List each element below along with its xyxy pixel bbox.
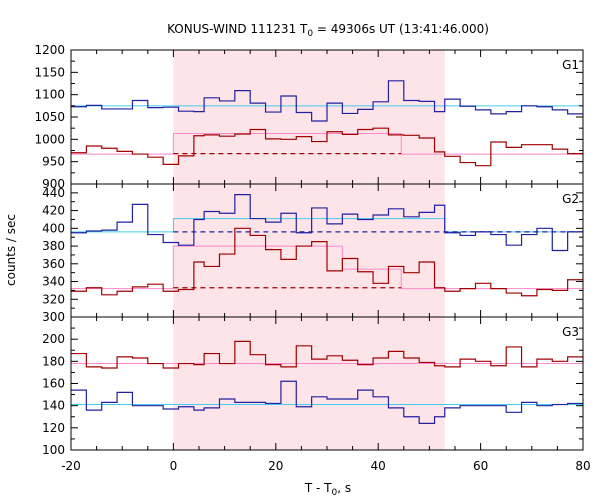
fit-line-hard — [71, 245, 583, 290]
histogram-hard — [71, 127, 583, 167]
x-tick-label: 80 — [575, 459, 590, 473]
chart-title-sub: 0 — [307, 29, 313, 39]
x-tick-label: 60 — [473, 459, 488, 473]
y-tick-label: 120 — [42, 421, 65, 435]
shaded-region-layer — [173, 50, 445, 450]
panel-g3: 100 120 140 160 180 200 G3 — [42, 316, 584, 457]
y-tick-label: 420 — [42, 204, 65, 218]
chart-title-main: KONUS-WIND 111231 T — [167, 22, 308, 36]
x-axis-title-main: T - T — [304, 481, 332, 495]
x-tick-label: 20 — [268, 459, 283, 473]
panels-layer: 90095010001050110011501200G1300320340360… — [34, 43, 590, 473]
y-tick-label: 320 — [42, 292, 65, 306]
y-tick-label: 1050 — [34, 110, 65, 124]
histogram-soft — [71, 380, 583, 424]
x-tick-label: 0 — [170, 459, 178, 473]
histogram-soft — [71, 194, 583, 252]
y-tick-label: 1100 — [34, 88, 65, 102]
y-tick-label: 1000 — [34, 132, 65, 146]
x-tick-label: 40 — [371, 459, 386, 473]
panel-label: G1 — [562, 58, 579, 72]
histogram-hard — [71, 340, 583, 369]
y-tick-label: 400 — [42, 221, 65, 235]
histogram-soft — [71, 80, 583, 122]
x-axis-title: T - T0, s — [304, 481, 351, 498]
chart-title: KONUS-WIND 111231 T0 = 49306s UT (13:41:… — [167, 22, 489, 39]
y-tick-label: 900 — [42, 177, 65, 191]
x-axis-title-sub: 0 — [332, 488, 338, 498]
fit-line-soft — [71, 218, 583, 233]
panel-g2: 300 320 340 360 380 400 420 440 G2 — [42, 183, 584, 324]
y-tick-label: 380 — [42, 239, 65, 253]
y-tick-label: 360 — [42, 257, 65, 271]
y-tick-label: 1150 — [34, 65, 65, 79]
fit-line-hard — [71, 133, 583, 155]
shaded-interval — [173, 50, 445, 450]
x-axis-title-rest: , s — [337, 481, 351, 495]
y-axis-title: counts / sec — [4, 214, 18, 286]
y-tick-label: 950 — [42, 155, 65, 169]
histogram-hard — [71, 227, 583, 297]
y-tick-label: 300 — [42, 310, 65, 324]
y-tick-label: 1200 — [34, 43, 65, 57]
y-tick-label: 160 — [42, 377, 65, 391]
y-tick-label: 440 — [42, 186, 65, 200]
y-tick-label: 200 — [42, 332, 65, 346]
chart-title-rest: = 49306s UT (13:41:46.000) — [313, 22, 489, 36]
panel-label: G3 — [562, 325, 579, 339]
panel-g1: 900 950 1000 1050 1100 1150 1200 G1 — [34, 43, 584, 191]
y-tick-label: 100 — [42, 443, 65, 457]
panel-label: G2 — [562, 192, 579, 206]
y-tick-label: 180 — [42, 354, 65, 368]
y-tick-label: 140 — [42, 399, 65, 413]
x-tick-label: -20 — [61, 459, 81, 473]
y-tick-label: 340 — [42, 275, 65, 289]
